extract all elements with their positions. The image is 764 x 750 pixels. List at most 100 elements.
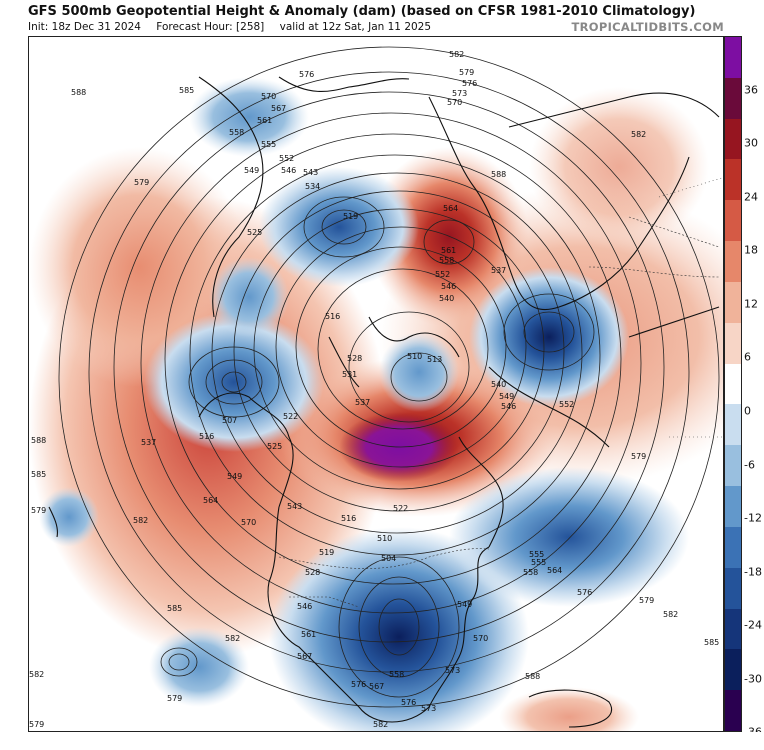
height-contours [58,46,720,708]
contour-label: 516 [341,514,356,523]
contour-label: 525 [247,228,262,237]
colorbar-tick-label: 30 [744,136,758,150]
contour-label: 570 [241,518,256,527]
contour-label: 579 [31,506,46,515]
contour-label: 582 [29,670,44,679]
anomaly-map: 588 585 579 576 582 579 576 573 570 570 … [29,46,723,731]
colorbar-segment [725,37,741,79]
contour-label: 534 [305,182,320,191]
map-subtitle: Init: 18z Dec 31 2024 Forecast Hour: [25… [28,21,443,33]
contour-label: 522 [393,504,408,513]
colorbar-segment [725,159,741,201]
map-title: GFS 500mb Geopotential Height & Anomaly … [28,4,696,19]
contour-label: 582 [225,634,240,643]
colorbar-segment [725,77,741,120]
contour-label: 549 [499,392,514,401]
contour-label: 567 [369,682,384,691]
contour-label: 576 [351,680,366,689]
contour-label: 516 [325,312,340,321]
contour-label: 552 [559,400,574,409]
contour-label: 519 [343,212,358,221]
contour-label: 573 [421,704,436,713]
contour-label: 588 [71,88,86,97]
contour-label: 549 [457,600,472,609]
colorbar-segment [725,608,741,650]
colorbar-tick-label: 24 [744,190,758,204]
contour-label: 585 [31,470,46,479]
contour-label: 528 [305,568,320,577]
contour-label: 561 [441,246,456,255]
contour-label: 588 [491,170,506,179]
contour-label: 579 [167,694,182,703]
country-borders [278,216,720,608]
contour-label: 537 [141,438,156,447]
contour-label: 561 [301,630,316,639]
contour-label: 579 [459,68,474,77]
contour-label: 579 [631,452,646,461]
graticule [658,177,723,438]
contour-label: 555 [529,550,544,559]
contour-label: 537 [491,266,506,275]
map-panel[interactable]: 588 585 579 576 582 579 576 573 570 570 … [28,36,724,732]
contour-label: 570 [473,634,488,643]
contour-label: 510 [407,352,422,361]
contour-label: 558 [389,670,404,679]
colorbar-tick-label: -30 [744,672,762,686]
colorbar-tick-label: 0 [744,404,751,418]
contour-label: 558 [439,256,454,265]
contour-label: 567 [271,104,286,113]
contour-label: 555 [531,558,546,567]
contour-label: 582 [133,516,148,525]
contour-label: 552 [279,154,294,163]
colorbar-tick-label: 6 [744,350,751,364]
contour-label: 570 [447,98,462,107]
contour-label: 582 [373,720,388,729]
colorbar-segment [725,118,741,160]
contour-label: 552 [435,270,450,279]
contour-label: 522 [283,412,298,421]
contour-label: 549 [244,166,259,175]
footer-strip [0,732,764,750]
contour-label: 585 [167,604,182,613]
valid-time: valid at 12z Sat, Jan 11 2025 [279,21,432,33]
colorbar-tick-label: -24 [744,618,762,632]
contour-label: 564 [547,566,562,575]
contour-label: 507 [222,416,237,425]
colorbar-segment [725,649,741,691]
contour-label: 555 [261,140,276,149]
contour-label: 558 [229,128,244,137]
contour-label: 564 [443,204,458,213]
contour-label: 579 [639,596,654,605]
colorbar-segment [725,690,741,732]
init-time: Init: 18z Dec 31 2024 [28,21,141,33]
contour-label: 549 [227,472,242,481]
coastlines [48,76,720,728]
contour-label: 546 [501,402,516,411]
contour-label: 576 [577,588,592,597]
colorbar-segment [725,526,741,569]
colorbar-tick-label: -6 [744,458,755,472]
contour-label: 573 [452,89,467,98]
contour-label: 510 [377,534,392,543]
colorbar-segment [725,404,741,446]
colorbar-segment [725,322,741,365]
contour-label: 537 [355,398,370,407]
colorbar-segment [725,567,741,610]
contour-label: 582 [449,50,464,59]
contour-label: 582 [631,130,646,139]
contour-label: 588 [525,672,540,681]
colorbar-segment [725,281,741,324]
contour-label: 540 [439,294,454,303]
contour-label: 531 [342,370,357,379]
contour-label: 585 [179,86,194,95]
contour-label: 567 [297,652,312,661]
contour-label: 525 [267,442,282,451]
contour-label: 576 [462,79,477,88]
colorbar-tick-label: -12 [744,511,762,525]
colorbar-tick-label: -18 [744,565,762,579]
contour-label: 570 [261,92,276,101]
contour-label: 561 [257,116,272,125]
contour-label: 573 [445,666,460,675]
contour-label: 582 [663,610,678,619]
colorbar-segment [725,445,741,487]
